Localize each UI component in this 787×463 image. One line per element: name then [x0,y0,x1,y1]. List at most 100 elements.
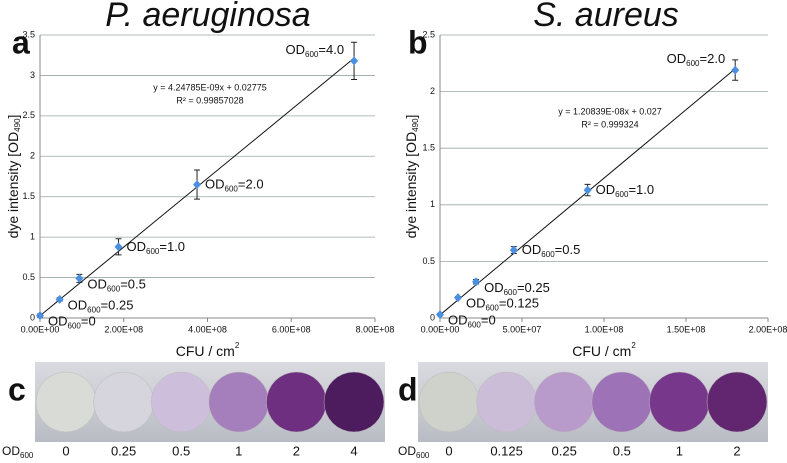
data-point [509,245,518,255]
well [533,371,595,433]
point-label-rest: =1.0 [159,239,185,254]
point-label: OD600=2.0 [667,52,726,69]
point-label-rest: =0.125 [499,296,539,311]
point-label: OD600=0.5 [87,277,146,294]
point-label-sub: 600 [504,288,518,297]
y-label-sub: 490 [13,118,22,132]
y-axis-label: dye intensity [OD490] [403,115,420,239]
x-tick-label: 2.00E+08 [749,324,787,334]
well-label: 2 [293,443,300,458]
od-label: OD600 [398,444,430,460]
x-label-sup: 2 [631,341,636,350]
y-tick-label: 1.5 [22,191,35,201]
trend-r2: R² = 0.999324 [581,119,638,129]
od-label: OD600 [2,444,34,460]
point-label-base: OD [127,239,147,254]
well [591,371,653,433]
well-label: 0.5 [172,443,190,458]
well [476,371,537,433]
point-label-sub: 600 [146,247,160,256]
y-tick-label: 0 [430,312,435,322]
trend-equation: y = 1.20839E-08x + 0.027 [558,106,662,116]
x-label-text: CFU / cm [572,343,631,359]
data-point [36,311,44,321]
point-label-rest: =0 [81,314,96,329]
data-point [75,273,84,283]
point-label-sub: 600 [486,304,500,313]
point-label: OD600=1.0 [596,183,655,200]
point-label-rest: =4.0 [318,42,344,57]
x-tick-label: 0.00E+00 [421,324,460,334]
well-label: 1 [235,443,242,458]
data-point [731,65,740,75]
data-point [583,185,592,195]
panel-letter: a [12,24,30,60]
point-label-sub: 600 [107,284,121,293]
point-label-base: OD [205,177,225,192]
panel-letter: b [408,24,428,60]
point-label: OD600=4.0 [286,42,345,59]
point-label-base: OD [466,296,486,311]
point-label-rest: =0.25 [517,280,550,295]
well [649,371,710,433]
y-tick-label: 1 [430,199,435,209]
point-label-base: OD [667,52,687,67]
point-label-sub: 600 [305,50,319,59]
point-label: OD600=1.0 [127,239,186,256]
x-tick-label: 5.00E+07 [503,324,542,334]
well-label: 0.5 [613,443,631,458]
well-label: 0.125 [490,443,523,458]
y-tick-label: 0.5 [422,256,435,266]
x-tick-label: 6.00E+08 [272,324,311,334]
trend-r2: R² = 0.99857028 [176,95,243,105]
y-label-end: ] [403,115,419,119]
panel-letter: d [398,371,418,407]
point-label: OD600=0.25 [484,280,550,297]
point-label-base: OD [286,42,306,57]
y-tick-label: 1.5 [422,143,435,153]
x-label-text: CFU / cm [176,343,235,359]
chart-title: S. aureus [533,0,679,34]
point-label-sub: 600 [541,250,555,259]
data-point [193,180,202,190]
well-label: 4 [350,443,357,458]
point-label-rest: =2.0 [238,177,264,192]
well [706,371,768,433]
point-label-base: OD [87,277,107,292]
data-point [472,277,481,287]
point-label-base: OD [596,183,616,198]
point-label-rest: =1.0 [628,183,654,198]
point-label-sub: 600 [68,322,82,331]
point-label-base: OD [48,314,68,329]
point-label-rest: =0.5 [120,277,146,292]
well [208,371,270,433]
well-label: 1 [676,443,683,458]
data-point [454,293,463,303]
well-label: 0 [62,443,69,458]
y-tick-label: 1 [30,232,35,242]
point-label: OD600=0.5 [522,243,581,260]
x-tick-label: 2.00E+08 [104,324,143,334]
well-label: 0.25 [552,443,577,458]
od-label-sub: 600 [416,451,430,460]
y-tick-label: 3 [30,70,35,80]
point-label-base: OD [522,243,542,258]
well [418,371,480,433]
y-label-end: ] [5,115,21,119]
x-tick-label: 8.00E+08 [356,324,395,334]
y-tick-label: 2 [30,151,35,161]
chart-title: P. aeruginosa [105,0,310,34]
od-label-base: OD [398,444,416,458]
data-point [436,310,444,320]
y-tick-label: 2.5 [22,110,35,120]
point-label: OD600=0 [448,313,496,330]
x-axis-label: CFU / cm2 [572,341,636,359]
panel-letter: c [8,371,26,407]
point-label-rest: =0.5 [555,243,581,258]
point-label-sub: 600 [225,185,239,194]
y-tick-label: 0.5 [22,272,35,282]
trend-equation: y = 4.24785E-09x + 0.02775 [153,82,267,92]
well-label: 0 [445,443,452,458]
x-tick-label: 1.50E+08 [667,324,706,334]
